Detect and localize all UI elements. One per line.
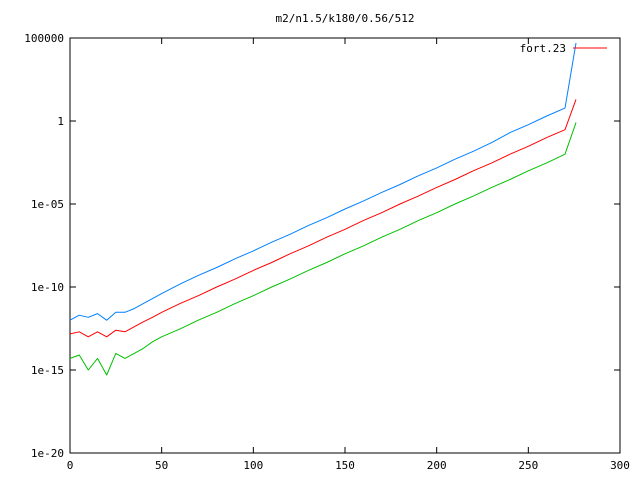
- legend: fort.23: [520, 42, 607, 55]
- y-axis: 1e-20 1e-15 1e-10 1e-05 1 100000: [24, 32, 620, 460]
- series-layer: [69, 42, 577, 376]
- series-line: [69, 42, 577, 321]
- x-tick-label: 0: [67, 459, 74, 472]
- y-tick-label: 1: [57, 115, 64, 128]
- y-tick-label: 100000: [24, 32, 64, 45]
- x-axis: 0 50 100 150 200 250 300: [67, 38, 630, 472]
- x-tick-label: 250: [518, 459, 538, 472]
- x-tick-label: 300: [610, 459, 630, 472]
- series-line: [69, 122, 577, 376]
- y-tick-label: 1e-05: [31, 198, 64, 211]
- x-tick-label: 200: [427, 459, 447, 472]
- y-tick-label: 1e-20: [31, 447, 64, 460]
- x-tick-label: 50: [155, 459, 168, 472]
- x-tick-label: 150: [335, 459, 355, 472]
- legend-label: fort.23: [520, 42, 566, 55]
- y-tick-label: 1e-15: [31, 364, 64, 377]
- series-line: [69, 99, 577, 338]
- y-tick-label: 1e-10: [31, 281, 64, 294]
- chart-title: m2/n1.5/k180/0.56/512: [275, 12, 414, 25]
- plot-frame: [69, 37, 621, 454]
- x-tick-label: 100: [243, 459, 263, 472]
